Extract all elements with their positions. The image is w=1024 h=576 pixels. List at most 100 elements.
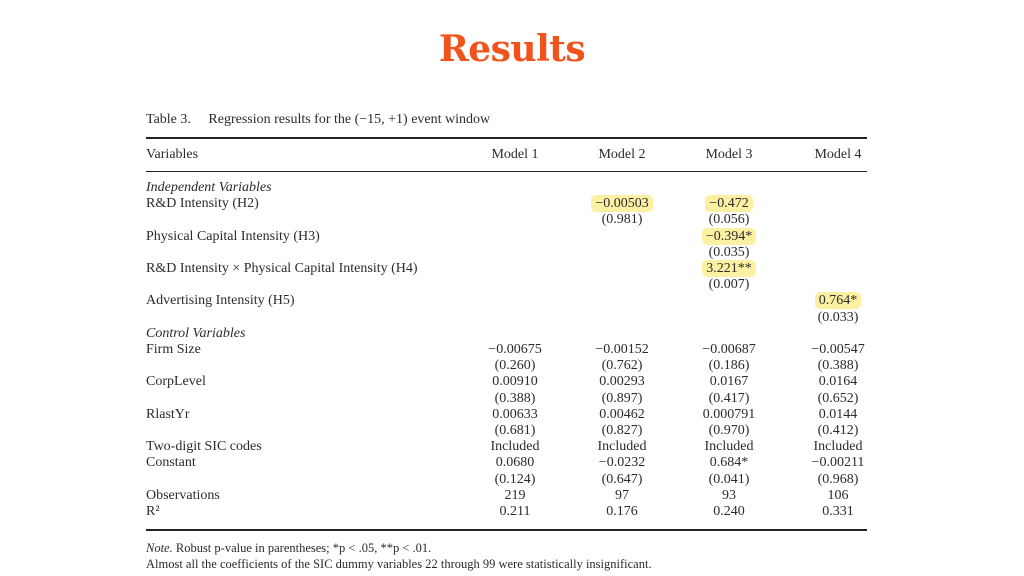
cell-model-4: Included xyxy=(796,439,880,455)
cell-model-4: −0.00547 xyxy=(796,342,880,358)
cell-value: 0.00910 xyxy=(492,374,538,390)
cell-value: −0.00211 xyxy=(811,455,865,471)
cell-model-3: (0.970) xyxy=(687,423,771,439)
header-model-1: Model 1 xyxy=(491,147,539,162)
cell-value: 0.0144 xyxy=(818,406,858,422)
table-row: Constant 0.0680 −0.0232 0.684* −0.00211 xyxy=(146,455,867,471)
cell-value: 0.240 xyxy=(713,504,745,519)
note-line-2: Almost all the coefficients of the SIC d… xyxy=(146,557,652,571)
cell-model-3: (0.417) xyxy=(687,391,771,407)
cell-value: −0.472 xyxy=(705,195,753,213)
table-row: (0.035) xyxy=(146,245,867,261)
cell-value: 0.00462 xyxy=(599,406,645,422)
header-model-2: Model 2 xyxy=(598,147,646,162)
table-header-rule xyxy=(146,171,867,172)
table-row: R² 0.211 0.176 0.240 0.331 xyxy=(146,504,867,520)
cell-value: (0.897) xyxy=(601,390,643,406)
cell-value: 0.764* xyxy=(814,292,862,310)
cell-value: 3.221** xyxy=(702,260,756,277)
cell-model-2: Included xyxy=(580,439,664,455)
table-row: Advertising Intensity (H5) 0.764* xyxy=(146,292,867,310)
cell-value: (0.056) xyxy=(708,212,750,228)
table-caption: Table 3. Regression results for the (−15… xyxy=(146,112,490,128)
row-label: RlastYr xyxy=(146,406,190,422)
cell-model-1: (0.388) xyxy=(473,391,557,407)
note-text: Robust p-value in parentheses; *p < .05,… xyxy=(172,541,432,555)
cell-model-2: (0.647) xyxy=(580,472,664,488)
cell-model-2: −0.0232 xyxy=(580,455,664,471)
cell-model-1: (0.260) xyxy=(473,358,557,374)
cell-model-2: −0.00152 xyxy=(580,342,664,358)
cell-value: 0.00293 xyxy=(599,374,645,390)
cell-value: (0.647) xyxy=(601,471,643,487)
cell-model-1: (0.681) xyxy=(473,423,557,439)
cell-model-1: 0.0680 xyxy=(473,455,557,471)
header-model-3: Model 3 xyxy=(705,147,753,162)
section-label: Control Variables xyxy=(146,325,246,341)
cell-value: −0.0232 xyxy=(598,455,646,471)
cell-model-3: (0.056) xyxy=(687,212,771,228)
table-row: Control Variables xyxy=(146,326,867,342)
table-row: (0.981) (0.056) xyxy=(146,212,867,228)
header-model-4: Model 4 xyxy=(814,147,862,162)
cell-value: 97 xyxy=(615,487,629,503)
table-row: Observations 219 97 93 106 xyxy=(146,488,867,504)
cell-value: 0.684* xyxy=(709,455,749,471)
cell-model-2: 97 xyxy=(580,488,664,504)
cell-model-3: −0.00687 xyxy=(687,342,771,358)
cell-model-1: 0.211 xyxy=(473,504,557,520)
cell-model-3: 93 xyxy=(687,488,771,504)
cell-value: −0.394* xyxy=(701,227,757,245)
cell-value: 106 xyxy=(827,487,849,503)
cell-value: (0.652) xyxy=(817,390,859,406)
row-label: R² xyxy=(146,504,160,519)
table-number: Table 3. xyxy=(146,112,191,127)
cell-value: −0.00687 xyxy=(702,342,756,357)
cell-model-3: 0.0167 xyxy=(687,374,771,390)
section-label: Independent Variables xyxy=(146,180,272,195)
table-caption-text: Regression results for the (−15, +1) eve… xyxy=(208,112,491,127)
cell-model-3: (0.186) xyxy=(687,358,771,374)
row-label: R&D Intensity × Physical Capital Intensi… xyxy=(146,261,418,276)
cell-value: (0.681) xyxy=(494,423,536,438)
row-label: Observations xyxy=(146,487,220,503)
cell-value: 0.00633 xyxy=(492,406,538,422)
slide-title: Results xyxy=(438,28,586,70)
cell-model-3: (0.035) xyxy=(687,245,771,261)
cell-model-3: (0.041) xyxy=(687,472,771,488)
cell-model-1: 0.00633 xyxy=(473,407,557,423)
cell-value: (0.970) xyxy=(708,423,750,438)
cell-model-3: Included xyxy=(687,439,771,455)
cell-value: (0.041) xyxy=(708,471,750,487)
cell-value: 0.331 xyxy=(822,504,854,519)
table-row: Independent Variables xyxy=(146,180,867,196)
cell-model-3: −0.394* xyxy=(687,227,771,245)
row-label: R&D Intensity (H2) xyxy=(146,196,259,212)
cell-value: (0.007) xyxy=(708,277,750,293)
cell-value: (0.388) xyxy=(817,358,859,374)
cell-value: −0.00675 xyxy=(488,342,542,357)
table-row: CorpLevel 0.00910 0.00293 0.0167 0.0164 xyxy=(146,374,867,390)
cell-model-3: 0.000791 xyxy=(687,407,771,423)
cell-model-3: (0.007) xyxy=(687,277,771,293)
cell-model-4: 106 xyxy=(796,488,880,504)
cell-model-3: 0.684* xyxy=(687,455,771,471)
cell-model-4: 0.0144 xyxy=(796,407,880,423)
cell-model-2: 0.00462 xyxy=(580,407,664,423)
header-variables: Variables xyxy=(146,147,199,162)
table-bottom-rule xyxy=(146,529,867,531)
cell-model-1: 0.00910 xyxy=(473,374,557,390)
cell-model-2: (0.762) xyxy=(580,358,664,374)
note-lead: Note. xyxy=(146,541,173,555)
cell-value: Included xyxy=(813,439,863,455)
row-label: Advertising Intensity (H5) xyxy=(146,293,295,309)
table-row: Two-digit SIC codes Included Included Inclu… xyxy=(146,439,867,455)
cell-model-2: −0.00503 xyxy=(580,195,664,213)
row-label: Firm Size xyxy=(146,342,201,357)
cell-model-4: 0.0164 xyxy=(796,374,880,390)
cell-model-2: (0.827) xyxy=(580,423,664,439)
table-row: (0.007) xyxy=(146,277,867,293)
cell-model-2: 0.00293 xyxy=(580,374,664,390)
cell-value: −0.00547 xyxy=(811,342,865,357)
cell-model-4: (0.968) xyxy=(796,472,880,488)
